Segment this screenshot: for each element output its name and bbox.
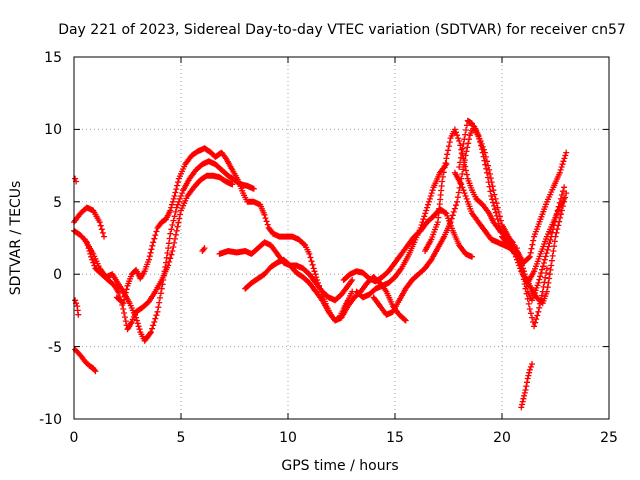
x-tick-label: 20 [493, 430, 511, 446]
data-points [71, 117, 570, 411]
plus-markers [370, 123, 568, 318]
plus-markers [340, 206, 475, 285]
data-series [72, 297, 82, 318]
plus-markers [518, 361, 535, 411]
x-tick-labels: 0 5 10 15 20 25 [70, 430, 618, 446]
plus-markers [199, 245, 208, 254]
x-tick-label: 15 [386, 430, 404, 446]
data-series [81, 158, 257, 344]
axis-ticks [73, 56, 610, 420]
x-tick-label: 25 [600, 430, 618, 446]
data-series [353, 161, 450, 301]
data-series [370, 123, 568, 318]
plus-markers [353, 161, 450, 301]
data-series [340, 206, 475, 285]
plus-markers [451, 149, 570, 266]
chart-title: Day 221 of 2023, Sidereal Day-to-day VTE… [58, 22, 626, 38]
x-axis-label: GPS time / hours [281, 458, 398, 474]
data-series [72, 346, 99, 375]
y-tick-labels: -10 -5 0 5 10 15 [39, 50, 62, 428]
y-tick-label: 15 [44, 50, 62, 66]
plus-markers [72, 297, 82, 318]
data-series [451, 149, 570, 266]
y-tick-label: 10 [44, 122, 62, 138]
y-tick-label: 0 [53, 267, 62, 283]
plot-frame [73, 56, 610, 420]
plus-markers [81, 158, 257, 344]
plus-markers [216, 239, 356, 304]
y-tick-label: -5 [48, 340, 62, 356]
data-series [518, 361, 535, 411]
data-series [216, 239, 356, 304]
x-tick-label: 10 [279, 430, 297, 446]
y-axis-label: SDTVAR / TECUs [8, 181, 24, 296]
data-series [72, 175, 80, 185]
y-tick-label: 5 [53, 195, 62, 211]
y-tick-label: -10 [39, 412, 62, 428]
x-tick-label: 5 [177, 430, 186, 446]
data-series [514, 245, 550, 330]
plus-markers [72, 175, 80, 185]
plus-markers [72, 346, 99, 375]
x-tick-label: 0 [70, 430, 79, 446]
plus-markers [514, 245, 550, 330]
data-series [199, 245, 208, 254]
